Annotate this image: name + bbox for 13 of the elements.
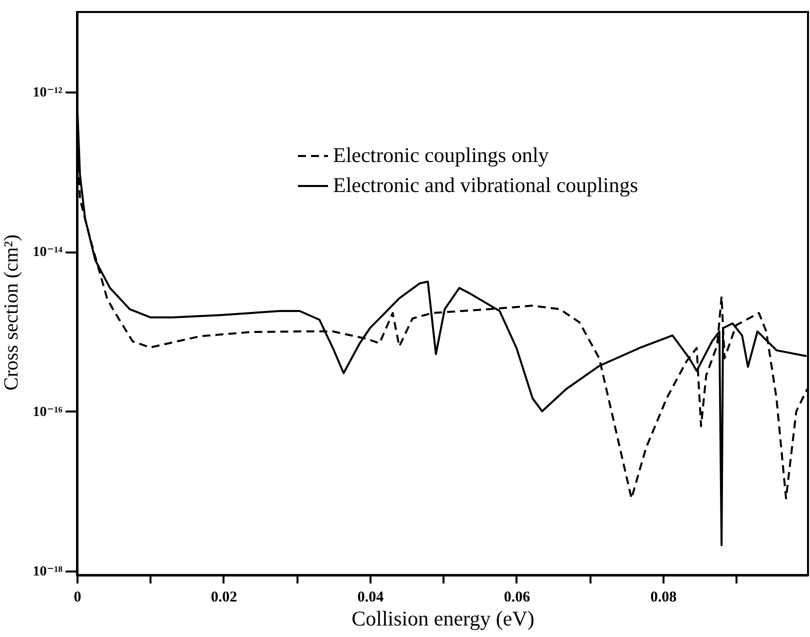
legend-label: Electronic couplings only (333, 143, 550, 167)
x-axis-title: Collision energy (eV) (352, 606, 534, 630)
x-tick-label: 0.02 (210, 590, 238, 606)
y-axis-title: Cross section (cm²) (0, 234, 22, 390)
x-tick-label: 0.04 (357, 590, 384, 606)
y-tick-label: 10⁻¹⁴ (32, 245, 64, 260)
x-tick-label: 0 (74, 590, 82, 606)
legend-label: Electronic and vibrational couplings (333, 173, 638, 197)
x-tick-label: 0.08 (650, 590, 677, 606)
y-tick-label: 10⁻¹⁸ (32, 564, 62, 580)
y-tick-label: 10⁻¹² (32, 85, 62, 100)
y-tick-label: 10⁻¹⁶ (32, 404, 62, 420)
x-tick-label: 0.06 (504, 590, 531, 606)
